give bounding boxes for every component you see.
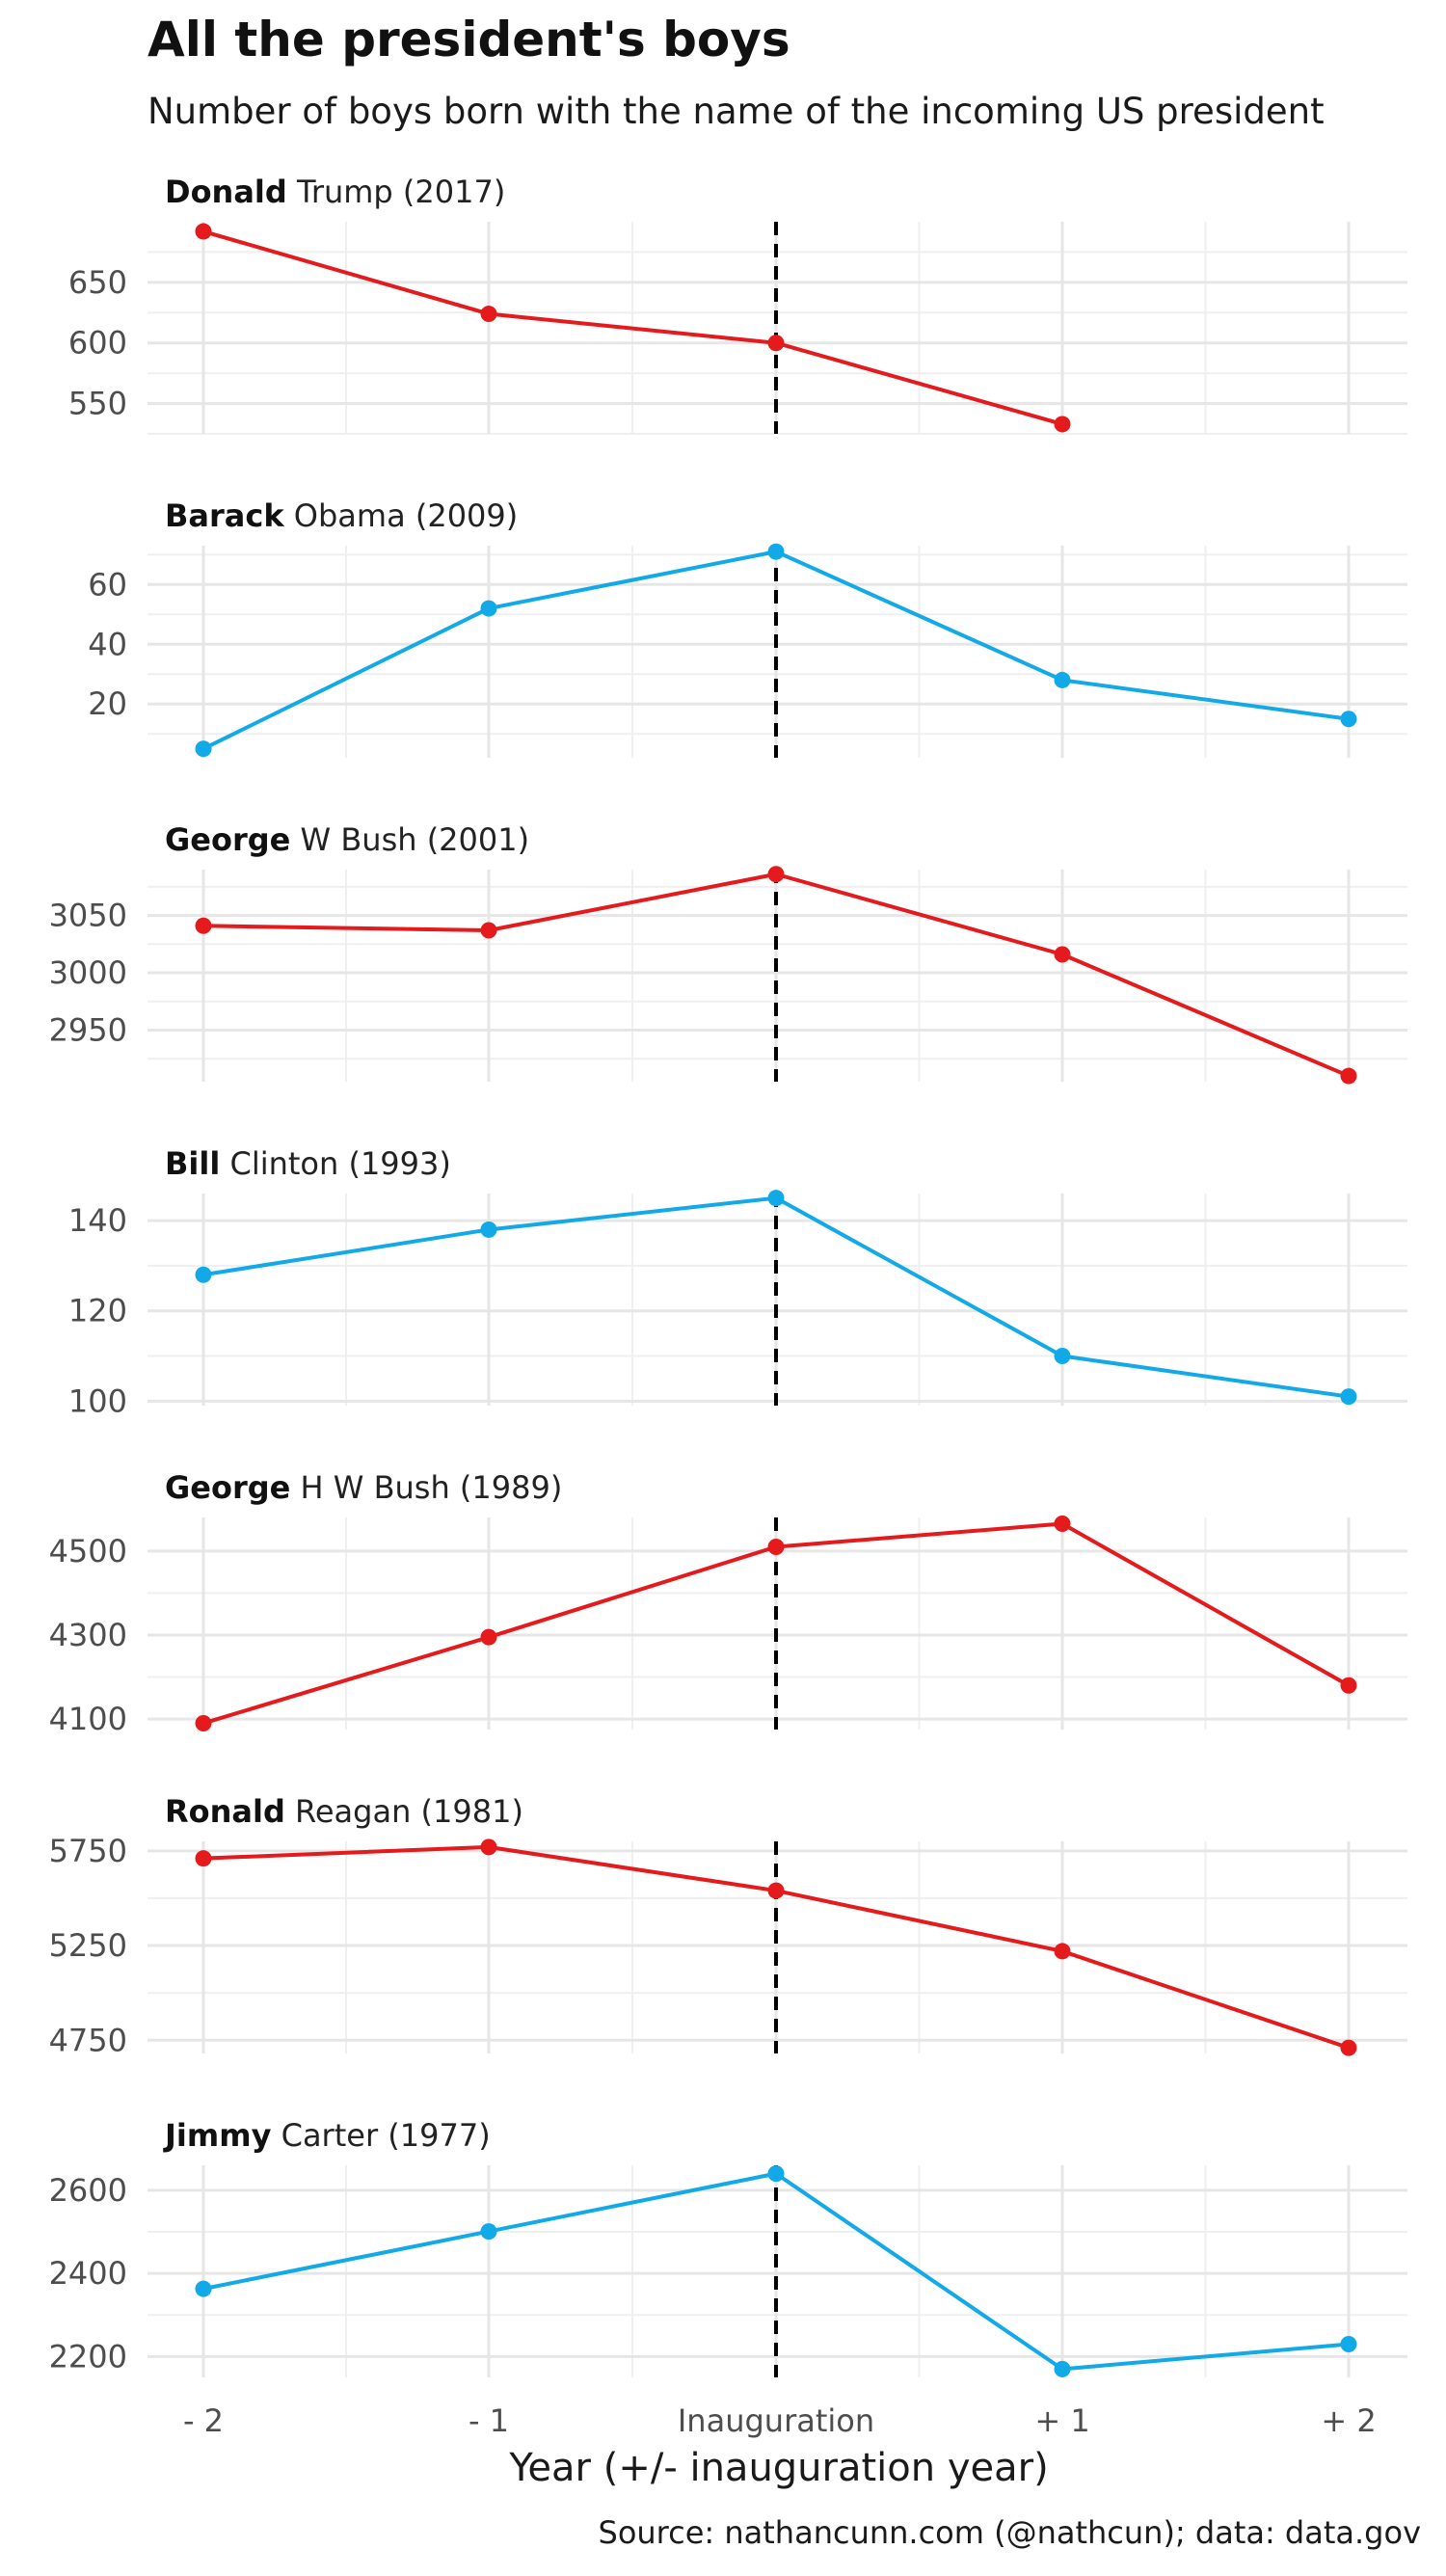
data-point [767,1882,785,1899]
data-point [1054,671,1071,688]
y-tick-label: 120 [68,1293,127,1329]
data-point [195,2280,212,2297]
panel: Bill Clinton (1993) 100 120 140 [68,1145,1407,1419]
data-point [767,1190,785,1207]
panel: George H W Bush (1989) 4100 4300 4500 [49,1469,1407,1737]
y-tick-label: 4300 [49,1617,127,1653]
panel: George W Bush (2001) 2950 3000 3050 [49,821,1407,1085]
data-point [1054,416,1071,433]
panel-first-name: George [165,821,290,858]
y-tick-label: 2400 [49,2255,127,2292]
panel-title: Donald Trump (2017) [165,174,505,210]
y-tick-label: 5250 [49,1927,127,1964]
y-tick-label: 3000 [49,954,127,991]
data-point [767,866,785,883]
y-tick-label: 20 [88,685,127,722]
panel-rest-name: Reagan (1981) [285,1793,523,1830]
y-tick-label: 4100 [49,1701,127,1737]
panel-rest-name: W Bush (2001) [290,821,529,858]
chart-title: All the president's boys [147,12,790,67]
data-point [1340,2039,1357,2056]
data-point [1054,1943,1071,1960]
y-tick-label: 100 [68,1382,127,1419]
series-line [202,229,1063,426]
data-point [1340,1067,1357,1085]
y-tick-label: 2200 [49,2338,127,2375]
data-point [195,1714,212,1731]
data-point [767,1538,785,1555]
panel: Jimmy Carter (1977) 2200 2400 2600 [49,2117,1407,2377]
y-tick-label: 4750 [49,2022,127,2058]
y-tick-label: 2950 [49,1011,127,1048]
data-point [480,2223,497,2241]
panel: Barack Obama (2009) 20 40 60 [88,497,1407,758]
data-point [1340,1388,1357,1406]
y-tick-label: 5750 [49,1833,127,1869]
data-point [480,1628,497,1646]
data-point [480,922,497,939]
chart-subtitle: Number of boys born with the name of the… [147,91,1325,132]
data-point [1054,946,1071,963]
data-point [1340,1677,1357,1694]
panel-first-name: Jimmy [163,2117,272,2154]
panel-title: Ronald Reagan (1981) [165,1793,523,1830]
data-point [195,1850,212,1867]
y-tick-label: 140 [68,1202,127,1239]
data-point [767,543,785,560]
y-tick-label: 2600 [49,2172,127,2209]
panel-title: Jimmy Carter (1977) [163,2117,491,2154]
panel-rest-name: Trump (2017) [287,174,506,210]
panel: Donald Trump (2017) 550 600 650 [68,174,1407,435]
data-point [480,1838,497,1856]
y-tick-label: 550 [68,386,127,422]
data-point [767,2165,785,2183]
panels: Donald Trump (2017) 550 600 650 Barack Obama… [49,174,1407,2377]
data-point [1340,2335,1357,2352]
panel-first-name: George [165,1469,290,1506]
panel-title: Barack Obama (2009) [165,497,518,534]
panel-title: George W Bush (2001) [165,821,529,858]
x-tick-label: + 1 [1034,2402,1089,2439]
y-tick-label: 650 [68,264,127,301]
panel-first-name: Barack [165,497,284,534]
panel-title: Bill Clinton (1993) [165,1145,451,1182]
data-point [480,306,497,323]
data-point [1340,711,1357,728]
x-tick-label: - 2 [183,2402,224,2439]
y-tick-label: 40 [88,626,127,662]
panel-rest-name: Clinton (1993) [220,1145,451,1182]
y-tick-label: 3050 [49,898,127,934]
panel-first-name: Ronald [165,1793,285,1830]
y-tick-label: 4500 [49,1533,127,1570]
panel-rest-name: H W Bush (1989) [290,1469,562,1506]
x-tick-label: Inauguration [678,2402,874,2439]
panel-rest-name: Obama (2009) [284,497,519,534]
data-point [1054,2360,1071,2377]
data-point [195,223,212,240]
x-tick-label: + 2 [1321,2402,1376,2439]
caption: Source: nathancunn.com (@nathcun); data:… [599,2514,1422,2551]
panel-rest-name: Carter (1977) [271,2117,490,2154]
data-point [480,600,497,617]
y-tick-label: 600 [68,325,127,362]
panel-title: George H W Bush (1989) [165,1469,562,1506]
data-point [767,335,785,352]
data-point [195,740,212,758]
data-point [480,1221,497,1238]
y-tick-label: 60 [88,566,127,603]
data-point [1054,1516,1071,1533]
x-axis-label: Year (+/- inauguration year) [508,2446,1048,2490]
x-tick-label: - 1 [469,2402,509,2439]
data-point [195,1266,212,1283]
x-axis: - 2 - 1 Inauguration + 1 + 2 [183,2402,1377,2439]
panel: Ronald Reagan (1981) 4750 5250 5750 [49,1793,1407,2058]
data-point [1054,1348,1071,1365]
data-point [195,917,212,934]
panel-first-name: Donald [165,174,287,210]
panel-first-name: Bill [165,1145,220,1182]
